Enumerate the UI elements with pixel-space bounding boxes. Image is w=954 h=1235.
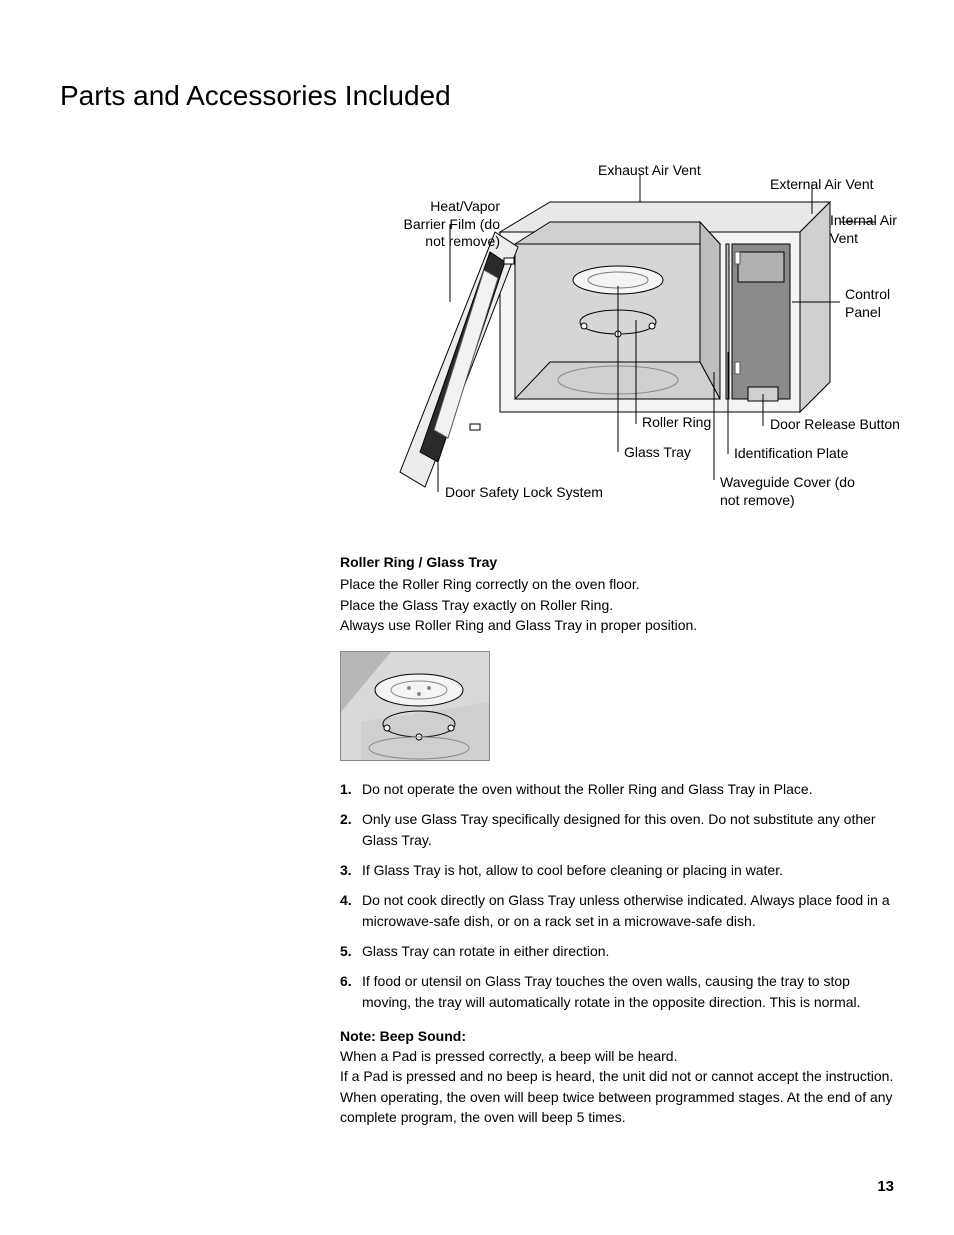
- para-line-2: Place the Glass Tray exactly on Roller R…: [340, 597, 613, 613]
- section-para: Place the Roller Ring correctly on the o…: [340, 574, 900, 635]
- label-idplate: Identification Plate: [734, 445, 848, 463]
- label-doorlock: Door Safety Lock System: [445, 484, 603, 502]
- label-door-release: Door Release Button: [770, 416, 900, 434]
- list-item: Do not cook directly on Glass Tray unles…: [340, 890, 900, 931]
- section-subhead: Roller Ring / Glass Tray: [340, 552, 900, 572]
- list-item: Do not operate the oven without the Roll…: [340, 779, 900, 799]
- list-item: Glass Tray can rotate in either directio…: [340, 941, 900, 961]
- para-line-1: Place the Roller Ring correctly on the o…: [340, 576, 640, 592]
- para-line-3: Always use Roller Ring and Glass Tray in…: [340, 617, 697, 633]
- note-block: Note: Beep Sound: When a Pad is pressed …: [340, 1026, 900, 1127]
- label-heatvapor: Heat/Vapor Barrier Film (do not remove): [390, 198, 500, 251]
- label-control: Control Panel: [845, 286, 905, 321]
- list-item: If Glass Tray is hot, allow to cool befo…: [340, 860, 900, 880]
- list-item: If food or utensil on Glass Tray touches…: [340, 971, 900, 1012]
- tray-illustration: [340, 651, 490, 761]
- page-title: Parts and Accessories Included: [60, 80, 894, 112]
- label-external: External Air Vent: [770, 176, 874, 194]
- label-roller: Roller Ring: [642, 414, 711, 432]
- note-body: When a Pad is pressed correctly, a beep …: [340, 1048, 893, 1125]
- page-number: 13: [877, 1178, 894, 1195]
- label-glass: Glass Tray: [624, 444, 691, 462]
- microwave-diagram: Exhaust Air Vent External Air Vent Inter…: [340, 162, 900, 522]
- note-head: Note: Beep Sound:: [340, 1028, 466, 1044]
- label-exhaust: Exhaust Air Vent: [598, 162, 701, 180]
- label-waveguide: Waveguide Cover (do not remove): [720, 474, 870, 509]
- label-internal: Internal Air Vent: [830, 212, 900, 247]
- instruction-list: Do not operate the oven without the Roll…: [340, 779, 900, 1012]
- list-item: Only use Glass Tray specifically designe…: [340, 809, 900, 850]
- content-body: Roller Ring / Glass Tray Place the Rolle…: [340, 552, 900, 1127]
